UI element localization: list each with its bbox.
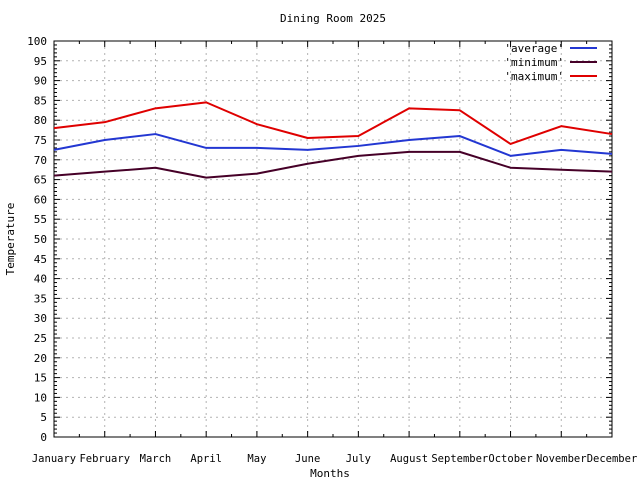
y-tick-label: 45 — [34, 253, 47, 266]
x-tick-label: April — [190, 453, 222, 465]
y-tick-label: 50 — [34, 233, 47, 246]
y-tick-label: 85 — [34, 94, 47, 107]
x-tick-label: November — [536, 453, 587, 465]
y-axis-label: Temperature — [4, 203, 17, 276]
series-line-maximum — [53, 101, 613, 145]
x-axis-label: Months — [310, 467, 350, 480]
y-tick-label: 75 — [34, 134, 47, 147]
x-tick-label: June — [295, 453, 320, 465]
legend-label-maximum: 'maximum' — [504, 70, 564, 83]
y-tick-label: 65 — [34, 174, 47, 187]
y-tick-label: 15 — [34, 372, 47, 385]
y-tick-label: 10 — [34, 391, 47, 404]
y-tick-label: 70 — [34, 154, 47, 167]
y-tick-label: 35 — [34, 292, 47, 305]
x-tick-label: February — [79, 453, 130, 465]
y-tick-label: 40 — [34, 273, 47, 286]
y-tick-label: 95 — [34, 55, 47, 68]
x-tick-label: August — [390, 453, 428, 465]
y-tick-label: 90 — [34, 75, 47, 88]
x-tick-label: March — [140, 453, 172, 465]
y-tick-label: 100 — [27, 35, 47, 48]
chart-title: Dining Room 2025 — [280, 12, 386, 25]
x-tick-label: December — [587, 453, 638, 465]
y-tick-label: 80 — [34, 114, 47, 127]
x-tick-label: October — [488, 453, 532, 465]
y-tick-label: 0 — [40, 431, 47, 444]
legend-label-minimum: 'minimum' — [504, 56, 564, 69]
series-line-average — [53, 133, 613, 157]
x-tick-label: July — [346, 453, 371, 465]
y-tick-label: 55 — [34, 213, 47, 226]
series-line-minimum — [53, 150, 613, 179]
x-tick-label: September — [431, 453, 488, 465]
y-tick-label: 25 — [34, 332, 47, 345]
y-tick-label: 5 — [40, 411, 47, 424]
legend-label-average: 'average' — [504, 42, 564, 55]
x-tick-label: January — [32, 453, 76, 465]
x-tick-label: May — [247, 453, 266, 465]
y-tick-label: 60 — [34, 193, 47, 206]
y-tick-label: 20 — [34, 352, 47, 365]
y-tick-label: 30 — [34, 312, 47, 325]
